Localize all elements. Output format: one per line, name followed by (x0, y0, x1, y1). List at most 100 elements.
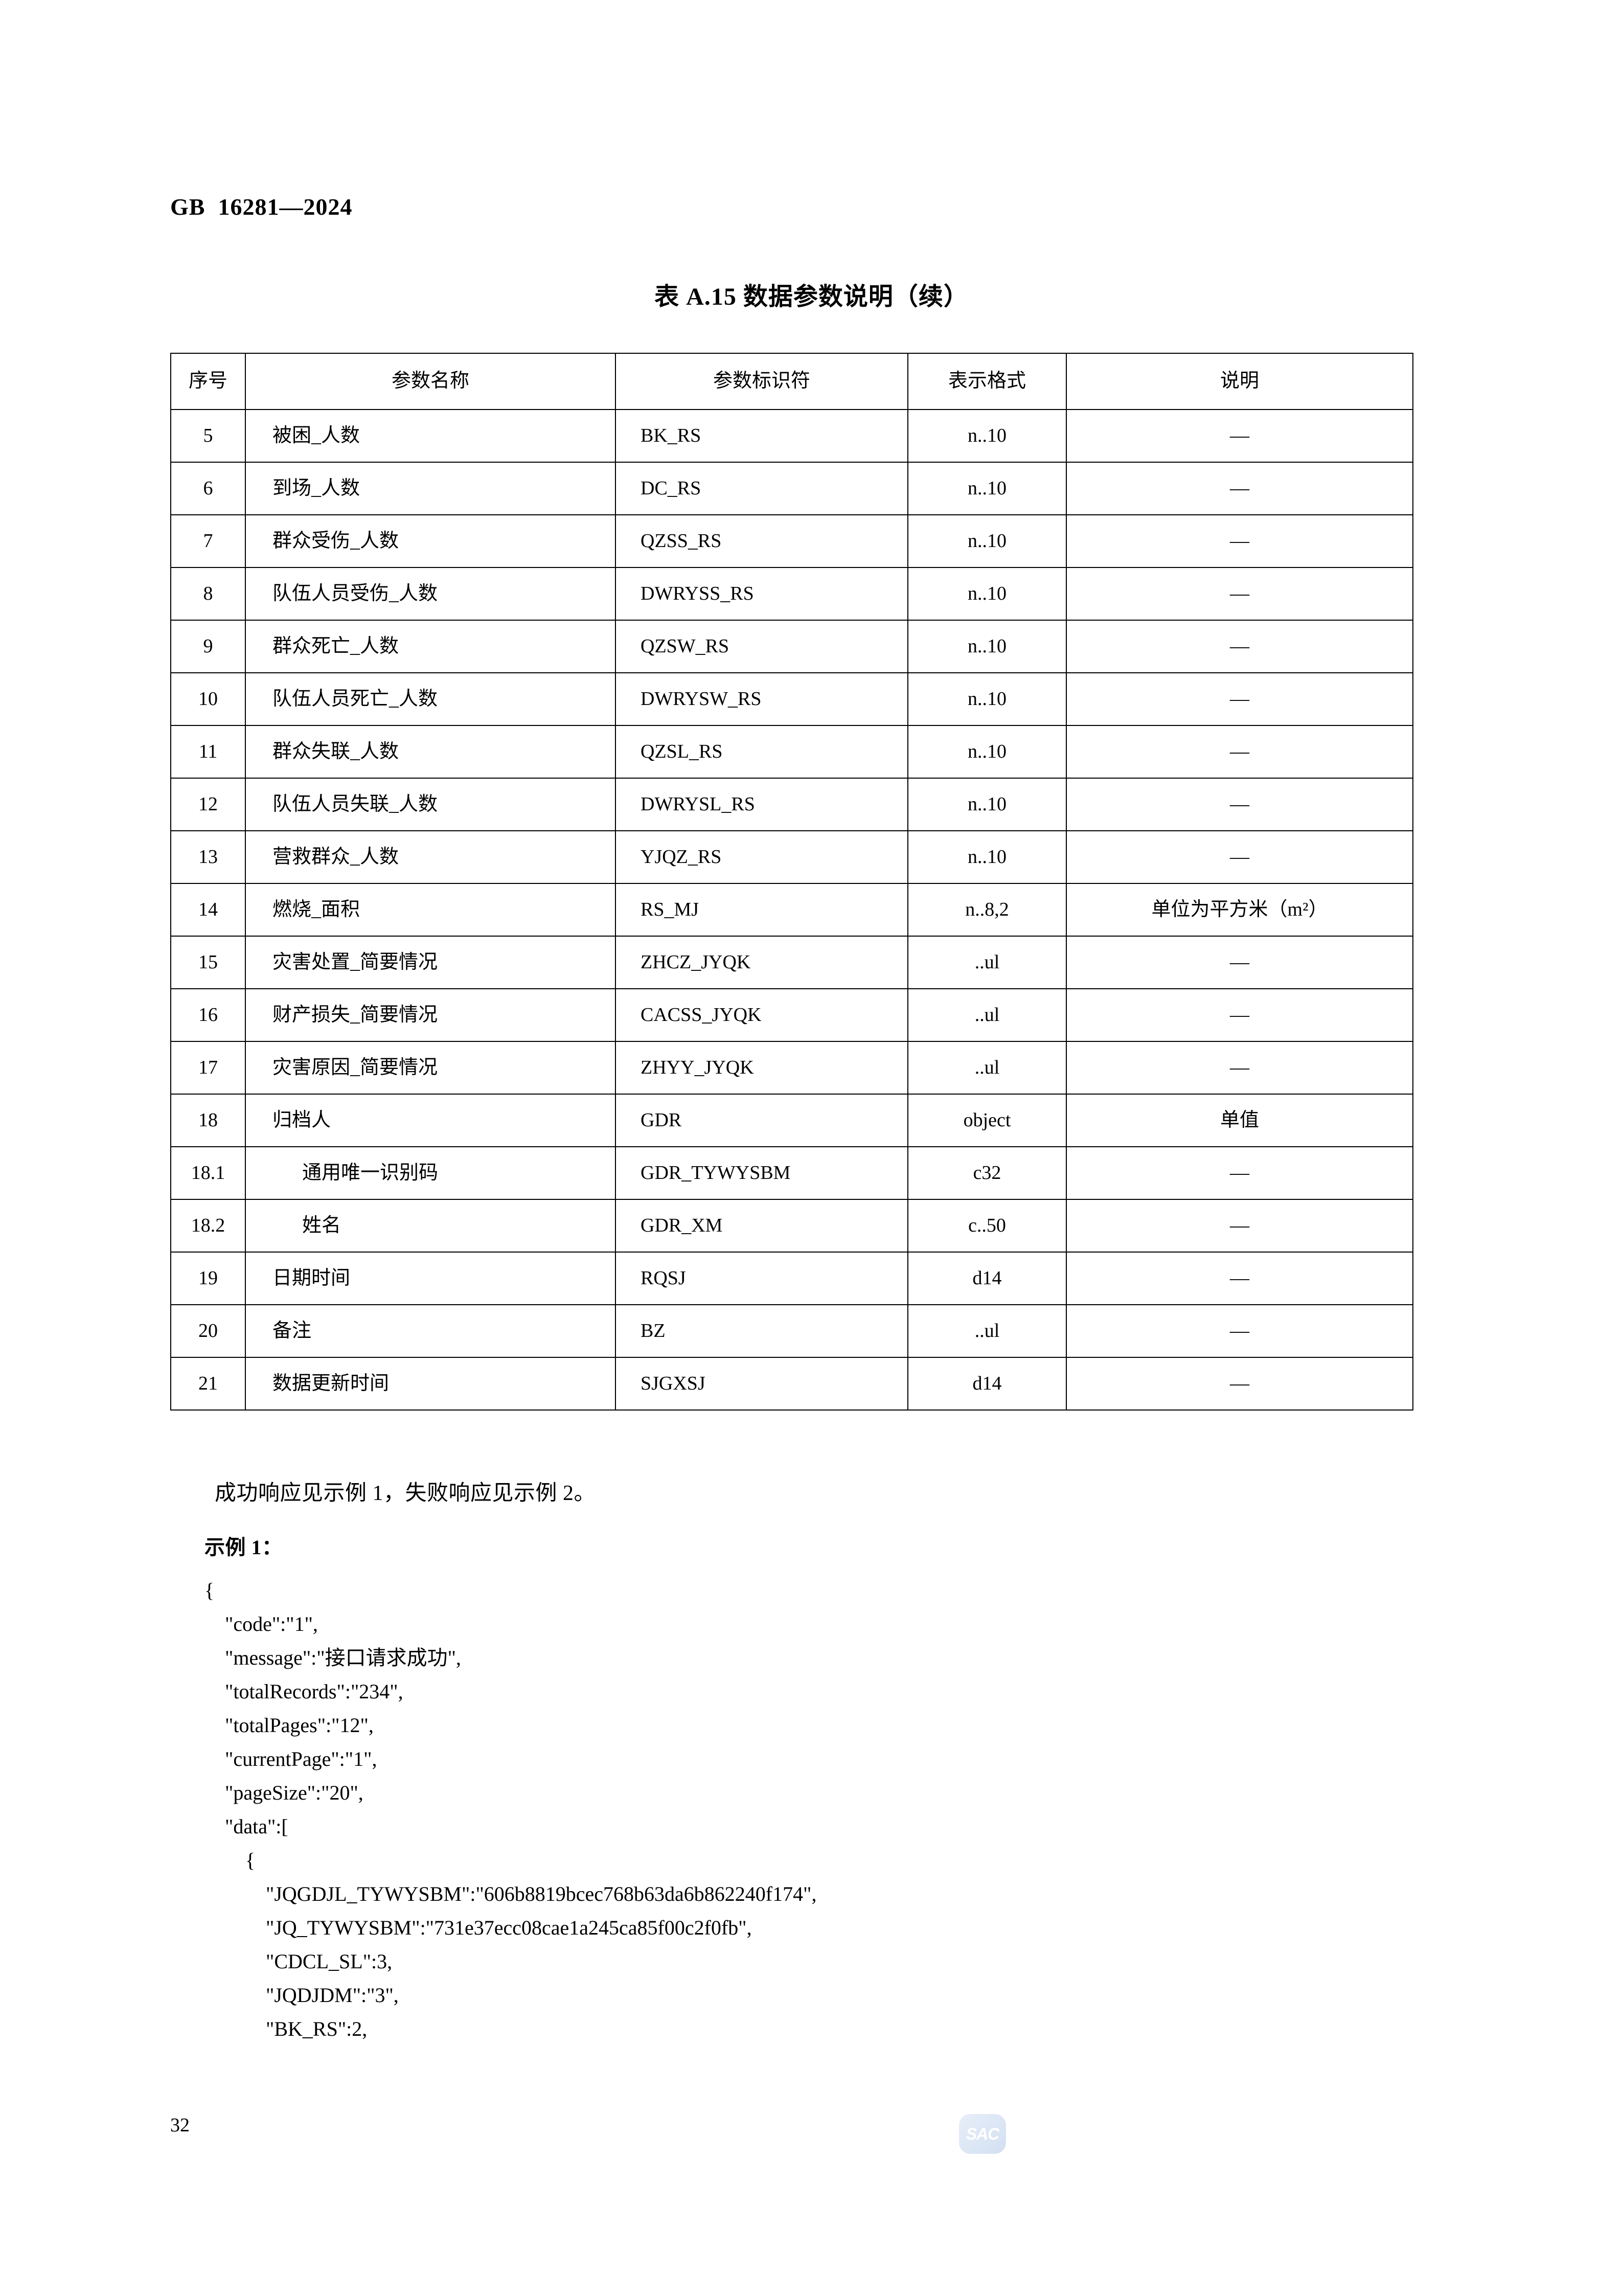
code-line: "code":"1", (204, 1612, 318, 1635)
cell-fmt: n..8,2 (907, 883, 1067, 937)
cell-name: 日期时间 (245, 1252, 616, 1305)
cell-ident: QZSS_RS (615, 514, 908, 568)
table-row: 10 队伍人员死亡_人数 DWRYSW_RS n..10— (170, 672, 1413, 726)
cell-desc: — (1066, 1252, 1413, 1305)
cell-name: 灾害处置_简要情况 (245, 936, 616, 989)
code-line: "CDCL_SL":3, (204, 1950, 393, 1973)
cell-fmt: c..50 (907, 1199, 1067, 1253)
cell-name: 营救群众_人数 (245, 830, 616, 884)
example-label: 示例 1： (204, 1536, 283, 1559)
table-row: 8 队伍人员受伤_人数 DWRYSS_RS n..10— (170, 567, 1413, 621)
cell-seq: 6 (170, 462, 246, 515)
table-row: 17 灾害原因_简要情况 ZHYY_JYQK ..ul — (170, 1041, 1413, 1095)
code-line: "JQ_TYWYSBM":"731e37ecc08cae1a245ca85f00… (204, 1916, 752, 1939)
cell-name: 燃烧_面积 (245, 883, 616, 937)
cell-ident: SJGXSJ (615, 1357, 908, 1411)
cell-fmt: ..ul (907, 936, 1067, 989)
cell-seq: 19 (170, 1252, 246, 1305)
cell-fmt: n..10 (907, 514, 1067, 568)
code-line: { (204, 1579, 215, 1602)
table-header-row: 序号 参数名称 参数标识符 表示格式 说明 (170, 353, 1413, 410)
cell-ident: QZSL_RS (615, 725, 908, 779)
cell-seq: 15 (170, 936, 246, 989)
cell-desc: — (1066, 936, 1413, 989)
cell-seq: 8 (170, 567, 246, 621)
table-row: 19 日期时间 RQSJ d14— (170, 1252, 1413, 1305)
code-line: { (204, 1849, 256, 1872)
cell-seq: 21 (170, 1357, 246, 1411)
table-row: 18 归档人 GDR object 单值 (170, 1094, 1413, 1147)
cell-seq: 16 (170, 988, 246, 1042)
cell-ident: YJQZ_RS (615, 830, 908, 884)
column-header-ident: 参数标识符 (615, 353, 908, 410)
column-header-name: 参数名称 (245, 353, 616, 410)
sac-logo-watermark: SAC (959, 2114, 1006, 2154)
code-line: "JQGDJL_TYWYSBM":"606b8819bcec768b63da6b… (204, 1882, 817, 1905)
cell-name: 财产损失_简要情况 (245, 988, 616, 1042)
cell-fmt: ..ul (907, 1041, 1067, 1095)
cell-desc: — (1066, 409, 1413, 463)
cell-name: 群众死亡_人数 (245, 620, 616, 673)
cell-ident: ZHYY_JYQK (615, 1041, 908, 1095)
cell-seq: 11 (170, 725, 246, 779)
cell-desc: — (1066, 514, 1413, 568)
cell-desc: — (1066, 778, 1413, 831)
code-line: "pageSize":"20", (204, 1781, 363, 1804)
table-row: 14 燃烧_面积 RS_MJ n..8,2 单位为平方米（m²） (170, 883, 1413, 937)
column-header-desc: 说明 (1066, 353, 1413, 410)
cell-ident: BK_RS (615, 409, 908, 463)
table-body: 5 被困_人数 BK_RS n..10—6 到场_人数 DC_RS n..10—7 群众受伤_… (170, 409, 1413, 1411)
cell-desc: — (1066, 620, 1413, 673)
cell-fmt: object (907, 1094, 1067, 1147)
parameter-description-table: 序号 参数名称 参数标识符 表示格式 说明 5 被困_人数 BK_RS n..10—6… (170, 353, 1413, 1411)
cell-desc: 单值 (1066, 1094, 1413, 1147)
cell-desc: 单位为平方米（m²） (1066, 883, 1413, 937)
table-row: 13 营救群众_人数 YJQZ_RS n..10— (170, 830, 1413, 884)
cell-seq: 18 (170, 1094, 246, 1147)
table-row: 20 备注 BZ ..ul — (170, 1304, 1413, 1358)
code-line: "currentPage":"1", (204, 1747, 377, 1770)
cell-seq: 5 (170, 409, 246, 463)
cell-fmt: n..10 (907, 567, 1067, 621)
table-row: 5 被困_人数 BK_RS n..10— (170, 409, 1413, 463)
cell-name: 到场_人数 (245, 462, 616, 515)
cell-desc: — (1066, 672, 1413, 726)
cell-seq: 10 (170, 672, 246, 726)
cell-fmt: d14 (907, 1252, 1067, 1305)
cell-desc: — (1066, 1199, 1413, 1253)
page-number: 32 (170, 2115, 190, 2136)
cell-name: 群众受伤_人数 (245, 514, 616, 568)
table-row: 16 财产损失_简要情况 CACSS_JYQK ..ul — (170, 988, 1413, 1042)
json-example-code-block: { "code":"1", "message":"接口请求成功", "total… (204, 1574, 816, 2046)
column-header-seq: 序号 (170, 353, 246, 410)
running-header-standard-id: GB 16281—2024 (170, 194, 353, 220)
cell-ident: DC_RS (615, 462, 908, 515)
table-row: 6 到场_人数 DC_RS n..10— (170, 462, 1413, 515)
cell-desc: — (1066, 567, 1413, 621)
cell-name: 数据更新时间 (245, 1357, 616, 1411)
cell-desc: — (1066, 1357, 1413, 1411)
code-line: "totalRecords":"234", (204, 1680, 403, 1703)
code-line: "totalPages":"12", (204, 1714, 374, 1737)
cell-name: 群众失联_人数 (245, 725, 616, 779)
cell-desc: — (1066, 988, 1413, 1042)
code-line: "JQDJDM":"3", (204, 1984, 399, 2007)
cell-name: 备注 (245, 1304, 616, 1358)
cell-name: 姓名 (245, 1199, 616, 1253)
cell-ident: RS_MJ (615, 883, 908, 937)
cell-seq: 20 (170, 1304, 246, 1358)
cell-name: 归档人 (245, 1094, 616, 1147)
cell-ident: GDR (615, 1094, 908, 1147)
code-line: "message":"接口请求成功", (204, 1646, 461, 1669)
cell-name: 队伍人员失联_人数 (245, 778, 616, 831)
cell-desc: — (1066, 1146, 1413, 1200)
cell-ident: DWRYSL_RS (615, 778, 908, 831)
table-row: 9 群众死亡_人数 QZSW_RS n..10— (170, 620, 1413, 673)
cell-fmt: n..10 (907, 830, 1067, 884)
cell-name: 灾害原因_简要情况 (245, 1041, 616, 1095)
cell-fmt: d14 (907, 1357, 1067, 1411)
cell-ident: BZ (615, 1304, 908, 1358)
table-row: 18.1 通用唯一识别码 GDR_TYWYSBM c32— (170, 1146, 1413, 1200)
cell-ident: DWRYSS_RS (615, 567, 908, 621)
